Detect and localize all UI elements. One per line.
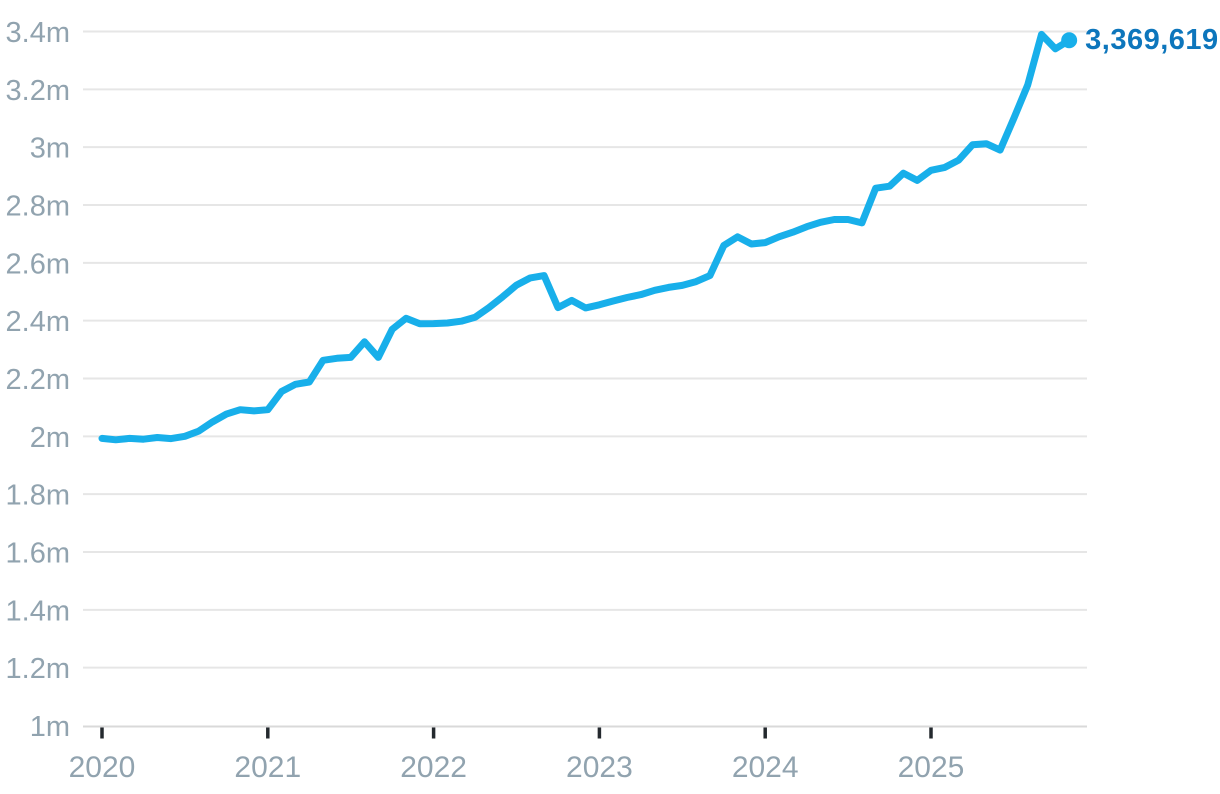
- y-axis-label: 2.6m: [6, 248, 70, 280]
- last-value-label: 3,369,619: [1085, 24, 1219, 57]
- x-axis-label: 2025: [898, 751, 965, 784]
- x-axis-label: 2021: [234, 751, 301, 784]
- y-axis-label: 2.2m: [6, 364, 70, 396]
- y-axis-label: 3m: [30, 133, 70, 165]
- x-axis-label: 2022: [400, 751, 467, 784]
- y-axis-label: 2.8m: [6, 190, 70, 222]
- series-line: [98, 30, 1073, 444]
- end-dot: [1061, 32, 1078, 49]
- x-axis-label: 2020: [69, 751, 136, 784]
- y-axis-label: 2.4m: [6, 306, 70, 338]
- y-axis-label: 1m: [30, 711, 70, 743]
- y-axis-label: 3.2m: [6, 75, 70, 107]
- y-axis-label: 1.4m: [6, 595, 70, 627]
- x-axis-label: 2023: [566, 751, 633, 784]
- x-axis-label: 2024: [732, 751, 799, 784]
- y-axis-label: 2m: [30, 422, 70, 454]
- y-axis-label: 1.6m: [6, 537, 70, 569]
- y-axis-label: 1.2m: [6, 653, 70, 685]
- y-axis-label: 1.8m: [6, 480, 70, 512]
- y-axis-label: 3.4m: [6, 17, 70, 49]
